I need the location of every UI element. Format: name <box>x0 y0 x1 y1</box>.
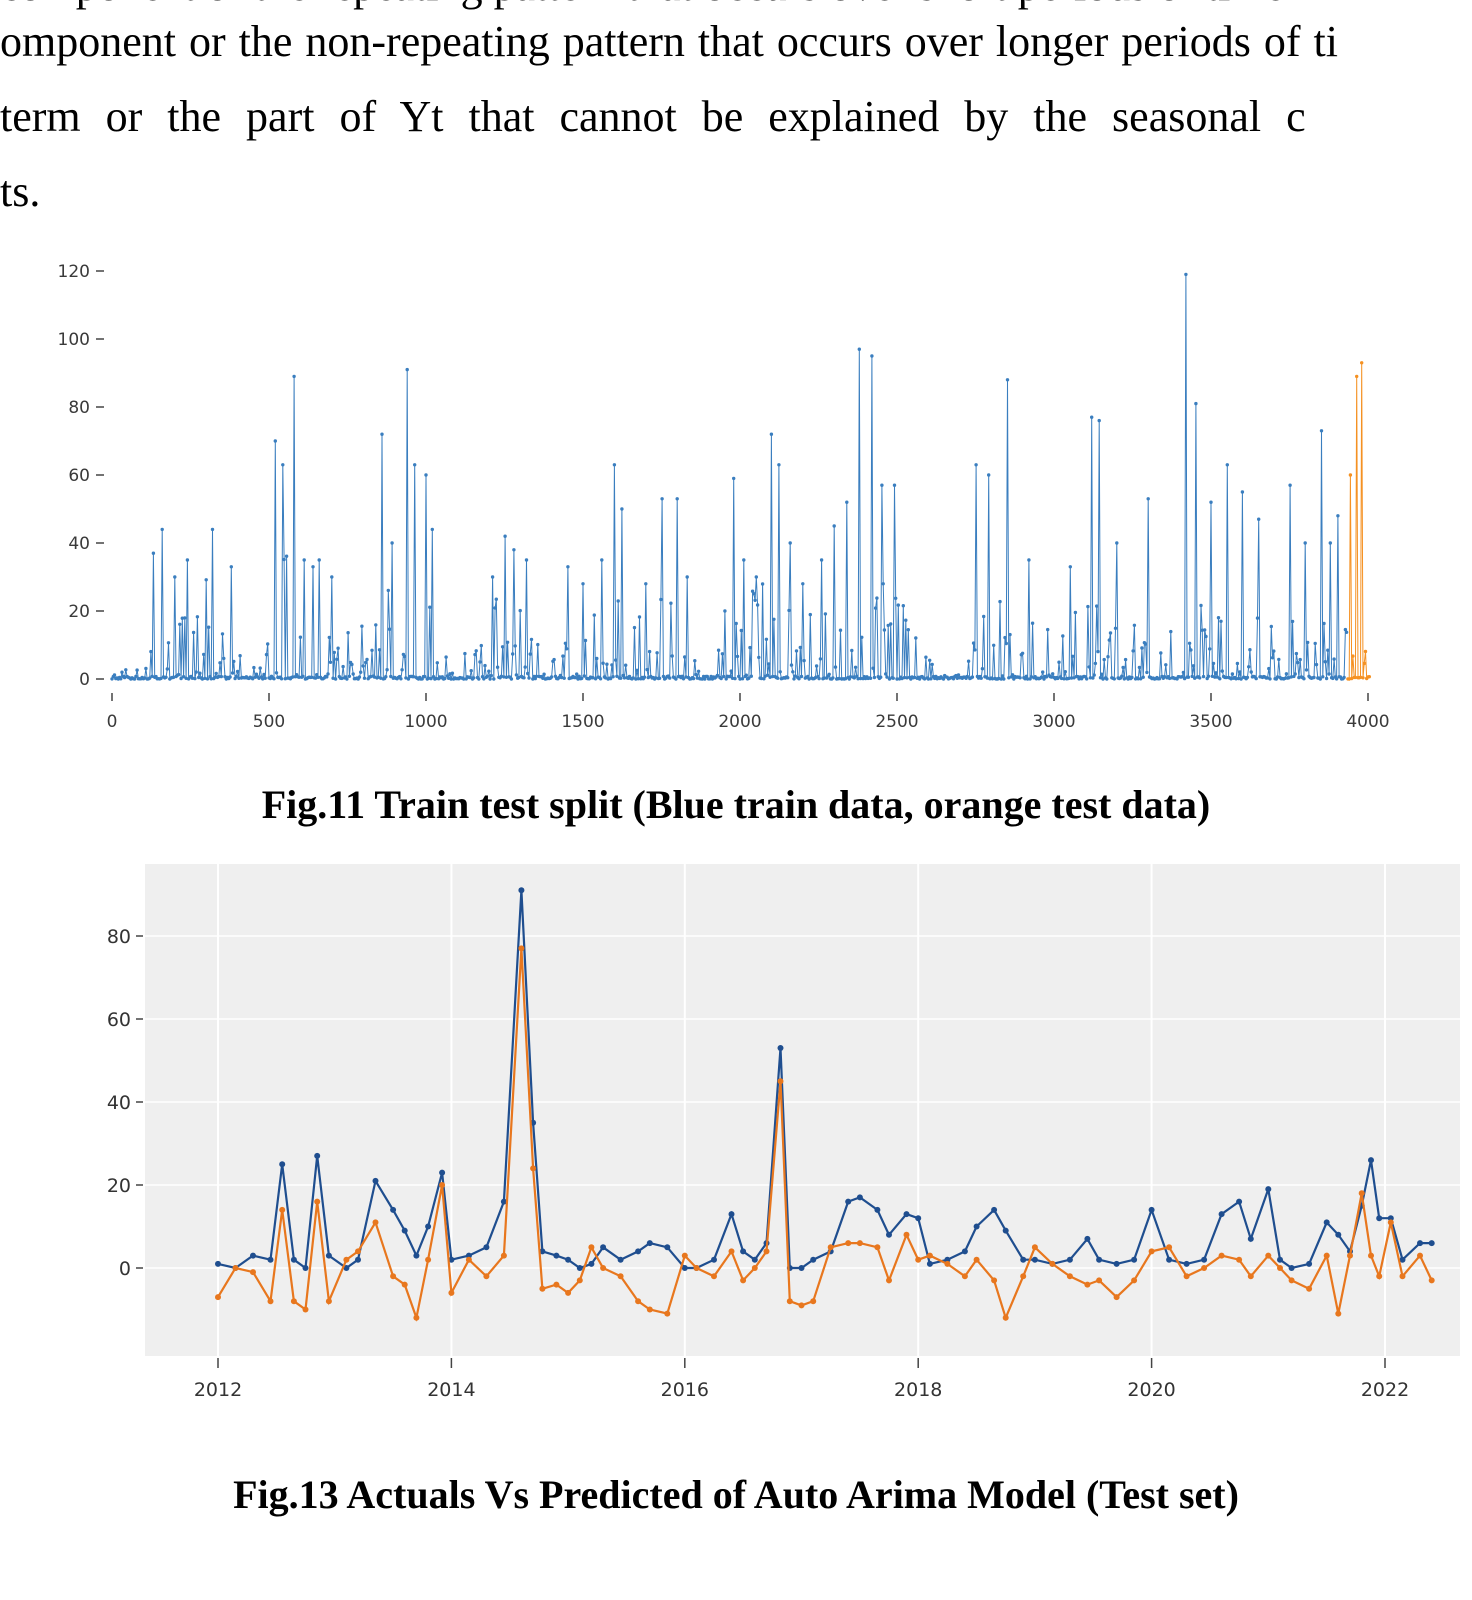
actuals-vs-predicted-chart: 0 20 40 60 80 2012 2014 2016 2018 2020 2022 <box>107 864 1460 1401</box>
svg-text:1000: 1000 <box>404 712 447 732</box>
text-line-2: term or the part of Yt that cannot be ex… <box>0 92 1306 141</box>
svg-text:80: 80 <box>107 926 131 948</box>
svg-text:2016: 2016 <box>661 1379 709 1401</box>
svg-text:0: 0 <box>79 670 90 690</box>
figure-11-caption: Fig.11 Train test split (Blue train data… <box>261 782 1211 827</box>
svg-text:2012: 2012 <box>194 1379 242 1401</box>
svg-text:60: 60 <box>107 1009 131 1031</box>
svg-text:120: 120 <box>58 262 90 282</box>
figure-13-caption: Fig.13 Actuals Vs Predicted of Auto Arim… <box>233 1472 1239 1517</box>
svg-text:20: 20 <box>107 1175 131 1197</box>
svg-text:1500: 1500 <box>561 712 604 732</box>
svg-text:3000: 3000 <box>1032 712 1075 732</box>
svg-text:40: 40 <box>107 1092 131 1114</box>
svg-text:60: 60 <box>68 466 90 486</box>
text-line-3: ts. <box>0 167 41 216</box>
svg-text:2000: 2000 <box>718 712 761 732</box>
svg-text:0: 0 <box>119 1258 131 1280</box>
clipped-text: component or the repeating pattern that … <box>0 0 1472 14</box>
svg-text:40: 40 <box>68 534 90 554</box>
svg-text:500: 500 <box>253 712 285 732</box>
svg-text:3500: 3500 <box>1189 712 1232 732</box>
svg-text:2500: 2500 <box>875 712 918 732</box>
svg-text:100: 100 <box>58 330 90 350</box>
body-text: component or the repeating pattern that … <box>0 0 1472 220</box>
text-line-1: omponent or the non-repeating pattern th… <box>0 17 1338 66</box>
svg-text:2022: 2022 <box>1361 1379 1409 1401</box>
svg-text:80: 80 <box>68 398 90 418</box>
svg-text:2014: 2014 <box>427 1379 475 1401</box>
svg-text:2018: 2018 <box>894 1379 942 1401</box>
clipped-text-line: component or the repeating pattern that … <box>0 0 1472 14</box>
svg-text:4000: 4000 <box>1346 712 1389 732</box>
train-test-split-chart: 0 500 1000 1500 2000 2500 3000 3500 4000 0 20 40 60 8… <box>58 262 1390 732</box>
svg-text:0: 0 <box>107 712 118 732</box>
svg-text:2020: 2020 <box>1127 1379 1175 1401</box>
svg-text:20: 20 <box>68 602 90 622</box>
